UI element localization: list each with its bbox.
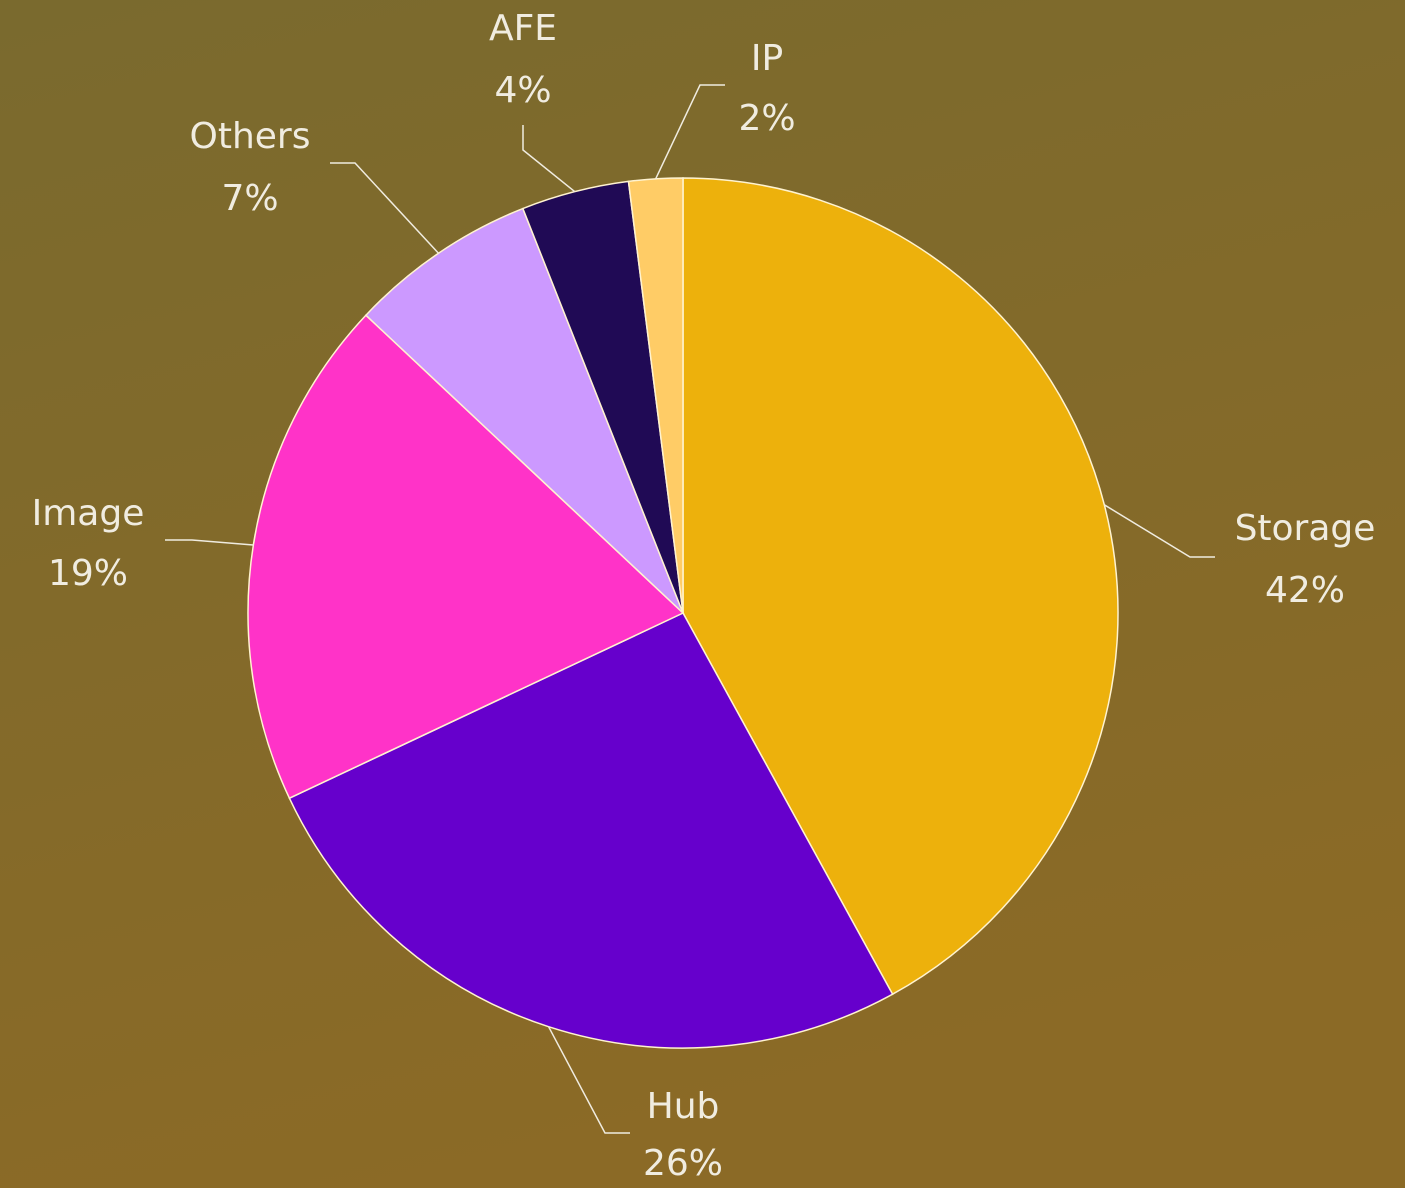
slice-label: Hub	[647, 1086, 720, 1127]
value-label: 42%	[1265, 570, 1345, 611]
pie-slice	[364, 207, 684, 614]
slice-label: Image	[32, 493, 145, 534]
slice-label: Storage	[1235, 508, 1376, 549]
slice-label: Others	[190, 116, 311, 157]
leader-line	[655, 84, 725, 180]
slice-label: AFE	[489, 8, 557, 49]
pie-slice	[682, 177, 1119, 996]
value-label: 2%	[738, 98, 795, 139]
value-label: 4%	[494, 70, 551, 111]
leader-line	[1103, 504, 1215, 558]
value-label: 7%	[221, 178, 278, 219]
leader-line	[165, 539, 254, 546]
leader-line	[547, 1026, 630, 1134]
pie-slice	[247, 314, 685, 800]
value-label: 26%	[643, 1143, 723, 1184]
pie-slice	[288, 612, 894, 1049]
leader-line	[522, 125, 576, 193]
value-label: 19%	[48, 553, 128, 594]
slice-label: IP	[751, 38, 783, 79]
leader-line	[330, 162, 440, 254]
